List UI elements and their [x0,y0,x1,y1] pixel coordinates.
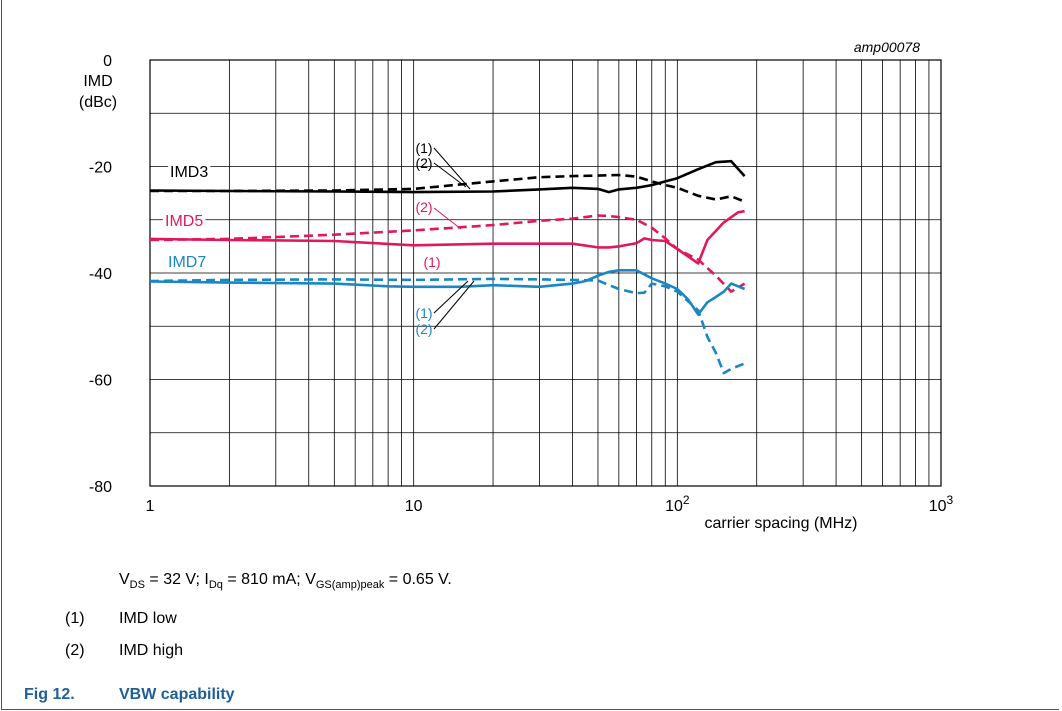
x-axis-label: carrier spacing (MHz) [705,515,858,532]
y-axis-label-line1: IMD [83,73,112,90]
series-imd7-1 [149,268,746,316]
figure-id: amp00078 [854,39,920,55]
note-number: (2) [65,642,85,659]
x-tick-label: 103 [929,493,954,515]
series-imd5-1 [149,209,745,265]
y-tick-label: -80 [89,479,112,496]
label-background [166,254,209,271]
note-text: IMD low [119,610,177,627]
x-tick-label: 102 [665,493,690,515]
x-tick-label: 10 [405,498,423,515]
imd5-annotation-2: (2) [415,199,432,215]
annotations: IMD3 IMD5 IMD7 (1) (2) (2) (1) (1) (2) [163,140,475,337]
caption-title: VBW capability [119,686,235,703]
test-conditions: VDS = 32 V; IDq = 810 mA; VGS(amp)peak =… [119,571,452,591]
imd3-annotation-2: (2) [415,155,432,171]
series-imd5-2 [149,214,746,293]
idq-subscript: Dq [208,579,223,592]
figure-caption: Fig 12. VBW capability [24,686,235,704]
note-imd-low: (1) IMD low [65,610,177,628]
x-tick-label: 1 [146,498,155,515]
y-tick-label: -20 [89,160,112,177]
imd7-annotation-1: (1) [415,305,432,321]
imd7-leader-2 [433,280,475,330]
note-imd-high: (2) IMD high [65,642,183,660]
plot-border [149,59,942,487]
label-background [168,164,211,181]
y-tick-label: -60 [89,373,112,390]
imd3-annotation-1: (1) [415,140,432,156]
note-number: (1) [65,610,85,627]
grid [150,60,941,486]
vds-value: = 32 V; [144,571,205,588]
vds-symbol: V [119,571,130,588]
series-imd7-2 [149,277,746,375]
note-text: IMD high [119,642,184,659]
imd5-annotation-1: (1) [423,254,440,270]
vds-subscript: DS [129,579,145,592]
series-imd3-2 [150,173,746,203]
tick-labels: 0 -20 -40 -60 -80 1 10 102 103 [89,53,954,515]
idq-value: = 810 mA; [222,571,306,588]
imd7-leader-1 [433,280,469,314]
vbw-chart: 0 -20 -40 -60 -80 1 10 102 103 amp00078 IMD (dBc… [79,39,954,532]
imd3-leader-1 [433,147,471,190]
y-tick-label: 0 [103,53,112,70]
vgs-value: = 0.65 V. [384,571,452,588]
vgs-subscript: GS(amp)peak [315,579,385,592]
vgs-symbol: V [305,571,316,588]
imd7-annotation-2: (2) [415,321,432,337]
imd3-leader-2 [433,162,467,188]
imd5-leader-2 [433,207,462,230]
label-background [163,213,206,230]
idq-symbol: I [204,571,209,588]
label-imd3: IMD3 [170,164,208,181]
series-imd3-1 [149,159,746,194]
series-lines [149,159,746,375]
label-imd7: IMD7 [168,254,206,271]
y-tick-label: -40 [89,266,112,283]
y-axis-label-line2: (dBc) [79,94,117,111]
label-imd5: IMD5 [165,213,203,230]
caption-number: Fig 12. [24,686,75,703]
